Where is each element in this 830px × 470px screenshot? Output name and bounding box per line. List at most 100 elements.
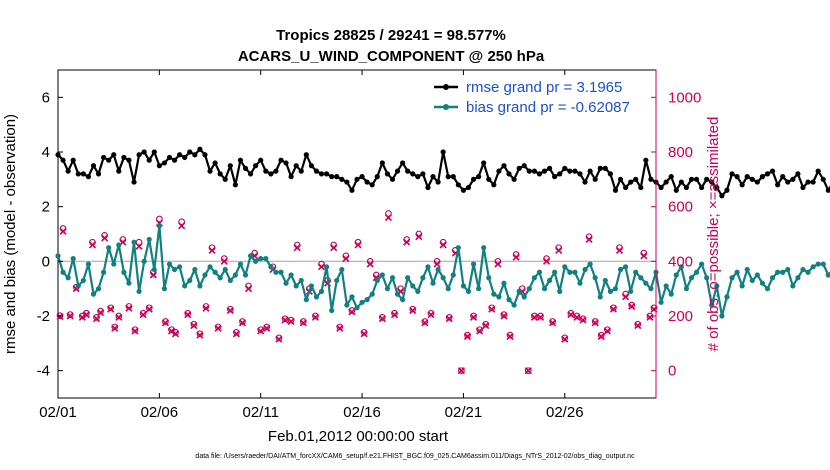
bias-point [582,266,588,273]
rmse-point [90,163,97,169]
rmse-point [516,165,522,171]
bias-point [612,286,619,292]
bias-point [313,294,320,300]
y2-tick-label: 600 [668,199,693,216]
obs-assimilated-marker [167,327,176,335]
bias-point [673,272,679,278]
rmse-point [405,168,411,174]
rmse-point [501,163,507,169]
bias-point [303,297,309,303]
rmse-point [242,165,249,171]
obs-possible-marker [348,307,356,314]
bias-point [577,280,583,286]
bias-point [283,280,289,286]
legend-bias-marker [443,104,449,110]
bias-point [273,269,279,275]
bias-point [65,275,71,281]
y-tick-label: 2 [42,199,50,216]
bias-point [106,245,112,251]
obs-assimilated-marker [184,311,192,319]
bias-point [516,288,522,294]
bias-point [237,261,244,267]
obs-assimilated-marker [202,304,210,312]
rmse-point [435,179,441,185]
obs-assimilated-marker [135,242,143,250]
y-axis-label: rmse and bias (model - observation) [2,114,19,354]
bias-point [825,272,830,278]
obs-possible-marker [445,314,453,321]
bias-point [197,283,203,289]
obs-assimilated-marker [311,313,320,321]
obs-count-layer [56,210,658,375]
bias-point [795,275,801,281]
rmse-point [658,184,664,191]
bias-point [486,275,492,281]
obs-assimilated-marker [457,367,465,375]
bias-point [541,286,548,292]
obs-assimilated-marker [628,302,636,310]
obs-possible-marker [470,312,477,320]
obs-assimilated-marker [238,319,247,327]
obs-possible-marker [178,218,186,226]
obs-assimilated-marker [433,260,441,268]
obs-assimilated-marker [427,311,435,319]
rmse-point [470,176,477,182]
rmse-point [116,168,122,174]
obs-assimilated-marker [622,293,630,301]
obs-assimilated-marker [125,304,133,312]
obs-assimilated-marker [232,330,240,338]
obs-assimilated-marker [555,246,563,254]
obs-possible-marker [458,367,465,375]
rmse-point [536,171,543,177]
bias-point [141,258,147,264]
obs-possible-marker [299,318,307,325]
obs-possible-marker [591,318,599,325]
bias-point [617,266,624,273]
rmse-point [425,184,431,191]
rmse-point [491,182,497,188]
obs-assimilated-marker [469,313,478,321]
rmse-point [825,187,830,193]
legend: rmse grand pr = 3.1965 bias grand pr = -… [434,79,630,116]
obs-possible-marker [145,304,153,312]
rmse-point [364,179,370,185]
series-layer [55,146,830,319]
obs-possible-marker [115,312,123,320]
obs-assimilated-marker [360,330,368,338]
rmse-point [182,154,188,161]
obs-possible-marker [573,312,581,320]
obs-assimilated-marker [366,260,374,268]
rmse-point [283,160,289,166]
rmse-point [663,179,669,185]
bias-point [780,269,786,275]
bias-point [247,253,254,259]
rmse-point [714,184,720,191]
rmse-point [334,174,340,180]
bias-point [55,253,61,259]
x-tick-label: 02/11 [242,404,278,421]
bias-point [389,275,396,281]
rmse-point [263,168,269,174]
bias-point [562,264,568,270]
rmse-point [101,154,107,161]
bias-point [759,280,766,286]
rmse-point [379,160,385,166]
rmse-point [95,171,102,177]
obs-assimilated-marker [597,332,605,341]
bias-point [116,242,122,248]
bias-point [435,266,441,273]
bias-point [253,258,259,264]
bias-point [719,313,725,319]
obs-possible-marker [281,315,289,323]
obs-possible-marker [385,210,392,217]
obs-assimilated-marker [378,315,386,323]
y-tick-label: 6 [42,89,50,106]
obs-possible-marker [488,304,496,312]
bias-point [126,280,132,286]
bias-point [668,291,674,297]
bias-point [643,280,649,286]
obs-assimilated-marker [161,319,170,327]
bias-point [465,288,472,294]
y-tick-label: -4 [37,363,50,380]
bias-point [323,264,330,270]
